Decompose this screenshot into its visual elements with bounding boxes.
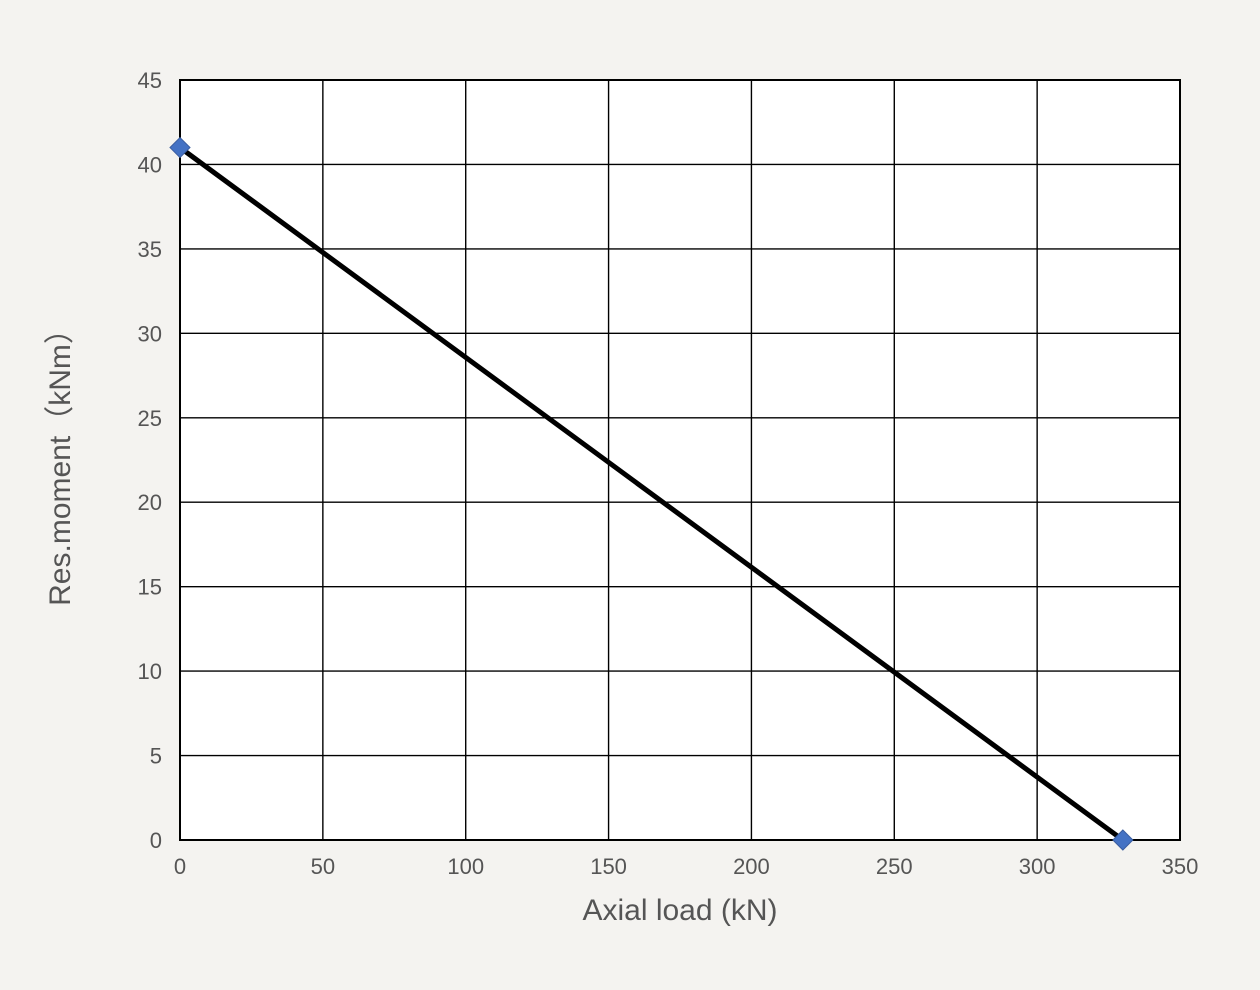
y-tick-label: 15 (138, 575, 162, 600)
x-tick-label: 200 (733, 854, 770, 879)
y-tick-label: 40 (138, 152, 162, 177)
y-tick-label: 5 (150, 744, 162, 769)
y-tick-label: 35 (138, 237, 162, 262)
x-tick-label: 50 (311, 854, 335, 879)
y-tick-label: 30 (138, 321, 162, 346)
x-tick-label: 0 (174, 854, 186, 879)
interaction-chart: 0 50 100 150 200 250 300 350 0 5 10 15 20 25 30 35 40 45 A… (0, 0, 1260, 990)
x-axis-label: Axial load (kN) (582, 894, 777, 927)
y-axis-label: Res.moment（kNm） (44, 314, 77, 606)
x-tick-label: 100 (447, 854, 484, 879)
x-tick-label: 250 (876, 854, 913, 879)
y-tick-label: 20 (138, 490, 162, 515)
y-tick-label: 10 (138, 659, 162, 684)
x-tick-label: 150 (590, 854, 627, 879)
x-tick-label: 300 (1019, 854, 1056, 879)
y-tick-label: 25 (138, 406, 162, 431)
y-tick-label: 0 (150, 828, 162, 853)
chart-svg: 0 50 100 150 200 250 300 350 0 5 10 15 20 25 30 35 40 45 A… (0, 0, 1260, 990)
x-tick-label: 350 (1162, 854, 1199, 879)
y-tick-label: 45 (138, 68, 162, 93)
